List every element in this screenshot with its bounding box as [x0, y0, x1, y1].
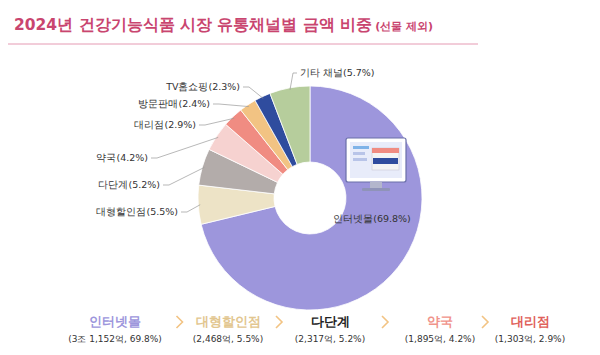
icon-bar	[353, 152, 365, 155]
arrow	[276, 316, 282, 328]
data-label: 다단계(5.2%)	[98, 179, 160, 190]
monitor-base	[362, 188, 390, 191]
leader-line	[181, 205, 200, 212]
slices	[198, 86, 422, 310]
monitor-neck	[370, 182, 382, 188]
channel-name: 대리점	[511, 314, 550, 329]
leader-line	[243, 87, 263, 98]
channel-amount: (1,895억, 4.2%)	[405, 334, 475, 344]
data-label: TV홈쇼핑(2.3%)	[165, 81, 240, 92]
icon-awning	[372, 148, 399, 153]
title: 2024년 건강기능식품 시장 유통채널별 금액 비중	[14, 16, 372, 34]
leader-lines	[151, 73, 297, 212]
channel-amount: (3조 1,152억, 69.8%)	[68, 334, 162, 344]
channel-name: 인터넷몰	[89, 314, 141, 329]
leader-line	[163, 167, 204, 185]
arrow	[382, 316, 388, 328]
channel-amount: (2,468억, 5.5%)	[193, 334, 263, 344]
chart: 2024년 건강기능식품 시장 유통채널별 금액 비중(선물 제외) 인터넷몰(6…	[0, 0, 600, 355]
monitor-icon	[346, 138, 406, 191]
data-label: 기타 채널(5.7%)	[300, 67, 375, 78]
data-label: 대리점(2.9%)	[134, 119, 196, 130]
icon-bar	[353, 146, 369, 149]
data-label: 방문판매(2.4%)	[138, 98, 210, 109]
data-label: 대형할인점(5.5%)	[96, 206, 178, 217]
channel-amount: (1,303억, 2.9%)	[495, 334, 565, 344]
arrow	[177, 316, 183, 328]
title-underline	[8, 44, 478, 45]
icon-store	[372, 148, 399, 170]
channel-name: 다단계	[311, 314, 350, 329]
channel-name: 약국	[427, 314, 453, 329]
arrow	[482, 316, 488, 328]
slice	[270, 86, 310, 164]
data-label: 인터넷몰(69.8%)	[333, 213, 411, 224]
icon-bar	[353, 158, 367, 161]
leader-line	[151, 137, 218, 158]
leader-line	[199, 118, 234, 125]
channel-name: 대형할인점	[196, 314, 261, 329]
leader-line	[290, 73, 297, 90]
monitor-inner	[350, 142, 402, 178]
subtitle: (선물 제외)	[375, 20, 433, 33]
icon-sign	[373, 158, 398, 164]
monitor-screen	[346, 138, 406, 182]
leader-line	[213, 104, 249, 107]
channel-amount: (2,317억, 5.2%)	[295, 334, 365, 344]
data-label: 약국(4.2%)	[96, 152, 148, 163]
